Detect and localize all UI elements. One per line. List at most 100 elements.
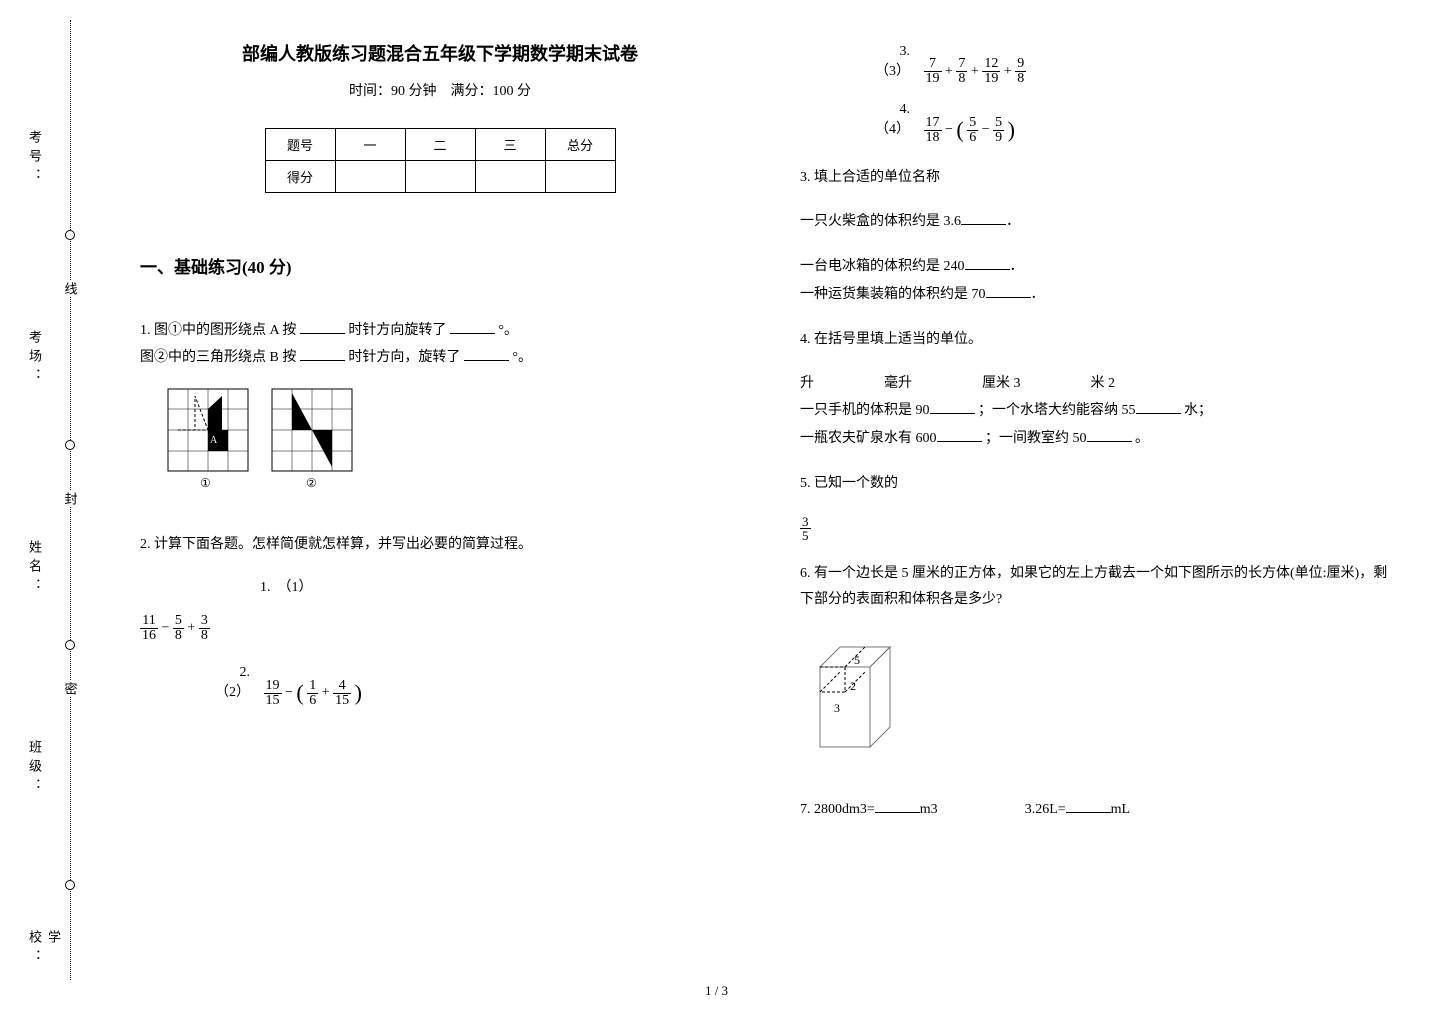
edge-label-room: 考场： [25, 330, 44, 387]
q1-text: °。 [512, 350, 532, 365]
point-A-label: A [210, 435, 218, 446]
score-header: 二 [405, 129, 475, 161]
operator: − [982, 122, 990, 137]
q1-text: 时针方向旋转了 [348, 323, 446, 338]
fill-blank[interactable] [1087, 428, 1132, 442]
right-paren: ) [1008, 117, 1015, 142]
binding-edge: 学校： 班级： 密 姓名： 封 考场： 线 考号： [55, 20, 85, 980]
question-5: 5. 已知一个数的 [800, 471, 1400, 498]
q3-text: 一台电冰箱的体积约是 240 [800, 259, 965, 274]
operator: + [1004, 64, 1012, 79]
fill-blank[interactable] [961, 211, 1006, 225]
q3-text: ． [1006, 214, 1020, 229]
page-footer: 1 / 3 [0, 983, 1433, 999]
section-1-head: 一、基础练习(40 分) [140, 253, 740, 278]
q3-line3: 一种运货集装箱的体积约是 70 ． [800, 282, 1400, 309]
fill-blank[interactable] [937, 428, 982, 442]
q4-text: 一瓶农夫矿泉水有 600 [800, 431, 937, 446]
fraction: 1718 [924, 116, 942, 145]
q4-text: ；一个水塔大约能容纳 55 [978, 403, 1136, 418]
fill-blank[interactable] [300, 347, 345, 361]
q6-figure: 5 2 3 [810, 632, 1400, 767]
q2-sub3-label: 3. （3） [870, 40, 910, 80]
seal-char-mi: 密 [61, 680, 80, 697]
q3-stem: 3. 填上合适的单位名称 [800, 170, 940, 185]
point-B-label: B [298, 413, 305, 424]
q1-text: 1. 图①中的图形绕点 A 按 [140, 323, 296, 338]
fill-blank[interactable] [300, 320, 345, 334]
left-column: 部编人教版练习题混合五年级下学期数学期末试卷 时间：90 分钟 满分：100 分… [140, 40, 740, 841]
q4-text: 。 [1135, 431, 1149, 446]
binding-circle [65, 440, 75, 450]
fraction: 38 [199, 614, 210, 643]
rotation-figure-svg: A ① B ② [160, 381, 360, 491]
fill-blank[interactable] [1066, 799, 1111, 813]
q5-stem: 5. 已知一个数的 [800, 476, 898, 491]
exam-title: 部编人教版练习题混合五年级下学期数学期末试卷 [140, 40, 740, 66]
seal-char-feng: 封 [61, 490, 80, 507]
q4-stem: 4. 在括号里填上适当的单位。 [800, 332, 982, 347]
right-paren: ) [355, 680, 362, 705]
q4-line2: 一瓶农夫矿泉水有 600 ；一间教室约 50 。 [800, 426, 1400, 453]
q1-text: 图②中的三角形绕点 B 按 [140, 350, 296, 365]
q3-text: 一种运货集装箱的体积约是 70 [800, 287, 986, 302]
table-row: 题号 一 二 三 总分 [265, 129, 615, 161]
fraction: 58 [173, 614, 184, 643]
fill-blank[interactable] [875, 799, 920, 813]
edge-label-school: 学校： [25, 930, 63, 980]
q1-text: °。 [498, 323, 518, 338]
fraction: 1219 [982, 57, 1000, 86]
fraction: 59 [993, 116, 1004, 145]
fill-blank[interactable] [965, 256, 1010, 270]
fill-blank[interactable] [930, 400, 975, 414]
score-header: 题号 [265, 129, 335, 161]
q2-stem: 2. 计算下面各题。怎样简便就怎样算，并写出必要的简算过程。 [140, 537, 532, 552]
fill-blank[interactable] [1136, 400, 1181, 414]
q7-text: 7. 2800dm3= [800, 802, 875, 817]
circled-2-label: ② [306, 476, 317, 490]
dim-5-label: 5 [854, 653, 860, 667]
fill-blank[interactable] [450, 320, 495, 334]
q3-line2: 一台电冰箱的体积约是 240． [800, 254, 1400, 281]
q3-line1: 一只火柴盒的体积约是 3.6 ． [800, 209, 1400, 236]
q4-text: ；一间教室约 50 [985, 431, 1087, 446]
score-cell [405, 161, 475, 193]
unit-option: 厘米 3 [982, 372, 1021, 392]
unit-option: 毫升 [884, 372, 912, 392]
q2-sub2: 2. （2） 1915 − ( 16 + 415 ) [210, 661, 740, 707]
fill-blank[interactable] [986, 284, 1031, 298]
cut-cube-svg: 5 2 3 [810, 632, 920, 762]
question-4: 4. 在括号里填上适当的单位。 [800, 327, 1400, 354]
q3-text: ． [1031, 287, 1045, 302]
circled-1-label: ① [200, 476, 211, 490]
q2-sub1-label: 1. （1） [260, 576, 740, 596]
fill-blank[interactable] [464, 347, 509, 361]
edge-label-class: 班级： [25, 740, 44, 797]
operator: + [945, 64, 953, 79]
score-row-head: 得分 [265, 161, 335, 193]
operator: − [162, 621, 170, 636]
right-column: 3. （3） 719 + 78 + 1219 + 98 4. （4） 1718 … [800, 40, 1400, 841]
fraction: 16 [307, 679, 318, 708]
score-cell [545, 161, 615, 193]
q7-text: m3 [920, 802, 938, 817]
exam-subtitle: 时间：90 分钟 满分：100 分 [140, 80, 740, 100]
fraction: 35 [800, 515, 811, 542]
q4-line1: 一只手机的体积是 90 ；一个水塔大约能容纳 55 水； [800, 398, 1400, 425]
q2-sub1-expr: 1116 − 58 + 38 [140, 614, 740, 643]
score-cell [335, 161, 405, 193]
q1-text: 时针方向，旋转了 [348, 350, 460, 365]
q5-frac: 35 [800, 515, 1400, 542]
q3-text: 一只火柴盒的体积约是 3.6 [800, 214, 961, 229]
table-row: 得分 [265, 161, 615, 193]
q2-sub3: 3. （3） 719 + 78 + 1219 + 98 [870, 40, 1400, 86]
left-paren: ( [956, 117, 963, 142]
dim-2-label: 2 [850, 679, 856, 693]
fraction: 1915 [264, 679, 282, 708]
question-6: 6. 有一个边长是 5 厘米的正方体，如果它的左上方截去一个如下图所示的长方体(… [800, 561, 1400, 614]
q7-text: mL [1111, 802, 1130, 817]
question-3: 3. 填上合适的单位名称 [800, 165, 1400, 192]
operator: − [285, 685, 293, 700]
fraction: 719 [924, 57, 942, 86]
fraction: 78 [956, 57, 967, 86]
